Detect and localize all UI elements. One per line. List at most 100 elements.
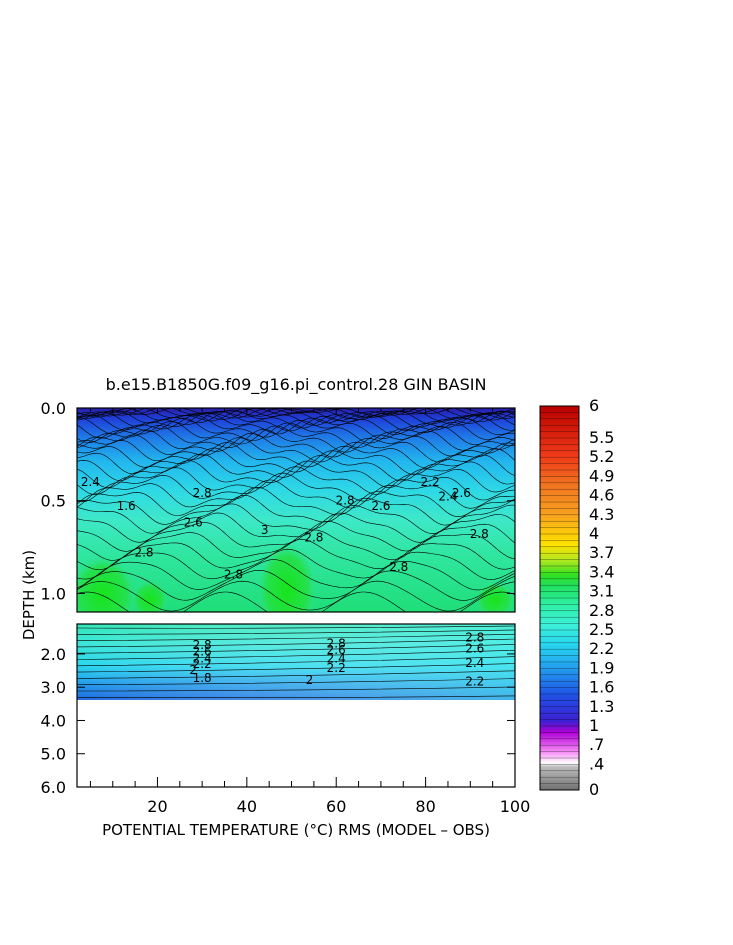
lower-contour-line <box>77 633 515 641</box>
lower-contour-label: 2.6 <box>193 645 212 659</box>
upper-contour-label: 2.8 <box>134 545 153 559</box>
axes-ticks <box>77 407 516 788</box>
upper-contour-label: 2.6 <box>452 486 471 500</box>
y-tick-label: 6.0 <box>41 778 66 797</box>
lower-panel-field <box>77 624 515 700</box>
y-tick-label: 1.0 <box>41 584 66 603</box>
upper-contour-line <box>77 408 515 419</box>
lower-contour-label: 2.4 <box>327 651 346 665</box>
x-tick-label: 80 <box>415 797 435 816</box>
upper-contour-line <box>77 421 515 444</box>
upper-contour-line <box>77 479 515 509</box>
upper-contour-line <box>77 569 515 601</box>
y-tick-label: 0.5 <box>41 492 66 511</box>
y-tick-label: 4.0 <box>41 711 66 730</box>
upper-contour-line <box>77 408 515 424</box>
lower-contour-line <box>77 629 515 635</box>
x-tick-label: 20 <box>147 797 167 816</box>
x-tick-label: 40 <box>237 797 257 816</box>
colorbar-label: 5.5 <box>589 428 614 447</box>
x-tick-label: 60 <box>326 797 346 816</box>
upper-contour-label: 2.8 <box>470 527 489 541</box>
contour-labels: 2.82.62.82.832.82.8 2.62.82.42.22.81.62.4… <box>81 475 489 689</box>
lower-contour-line <box>77 650 515 660</box>
colorbar-label: 5.2 <box>589 447 614 466</box>
colorbar-label: 4.9 <box>589 466 614 485</box>
upper-contour-line <box>77 580 515 612</box>
upper-contour-label: 3 <box>261 523 269 537</box>
colorbar-label: .4 <box>589 754 604 773</box>
upper-contour-label: 2.6 <box>184 516 203 530</box>
colorbar: 0 .4.711.31.61.92.22.52.83.13.43.744.34.6… <box>539 396 614 799</box>
upper-contour-line <box>77 410 515 429</box>
upper-contour-line <box>77 472 515 503</box>
colorbar-label: 4 <box>589 524 599 543</box>
lower-contour-label: 2.4 <box>193 651 212 665</box>
upper-contour-line <box>77 453 515 482</box>
upper-contour-label: 2.8 <box>224 568 243 582</box>
upper-contour-line <box>77 412 515 432</box>
colorbar-label: 0 <box>589 780 599 799</box>
colorbar-label: 1.6 <box>589 678 614 697</box>
upper-panel-field <box>77 408 515 612</box>
lower-contour-line <box>77 695 515 699</box>
lower-contour-label: 2.2 <box>327 661 346 675</box>
upper-contour-label: 2.8 <box>193 486 212 500</box>
upper-panel-frame <box>76 407 516 613</box>
upper-contour-line <box>77 447 515 475</box>
upper-contour-label: 2.8 <box>304 531 323 545</box>
lower-contour-label: 2.6 <box>465 641 484 655</box>
upper-contour-line <box>77 428 515 453</box>
upper-contour-label: 2.8 <box>389 560 408 574</box>
lower-contour-line <box>77 625 515 629</box>
colorbar-label: 3.4 <box>589 562 614 581</box>
lower-contour-label: 2 <box>189 663 197 677</box>
lower-contour-label: 2.4 <box>465 656 484 670</box>
lower-contour-label: 2 <box>306 673 314 687</box>
lower-contour-line <box>77 656 515 667</box>
lower-contour-line <box>77 663 515 673</box>
y-tick-label: 2.0 <box>41 645 66 664</box>
upper-contour-line <box>77 432 515 458</box>
y-tick-label: 0.0 <box>41 399 66 418</box>
lower-contour-label: 2.2 <box>465 675 484 689</box>
upper-contour-line <box>77 460 515 489</box>
lower-contour-label: 2.8 <box>465 630 484 644</box>
lower-contour-label: 2.2 <box>193 657 212 671</box>
upper-contour-line <box>77 425 515 448</box>
upper-contour-line <box>77 559 515 591</box>
upper-contour-line <box>77 529 515 561</box>
colorbar-label: 3.7 <box>589 543 614 562</box>
x-tick-label: 100 <box>500 797 531 816</box>
colorbar-label: 4.6 <box>589 486 614 505</box>
upper-contour-label: 2.6 <box>371 499 390 513</box>
upper-contour-line <box>77 538 515 571</box>
colorbar-label: 2.2 <box>589 639 614 658</box>
chart-title: b.e15.B1850G.f09_g16.pi_control.28 GIN B… <box>106 375 487 395</box>
y-tick-label: 5.0 <box>41 745 66 764</box>
upper-contour-label: 1.6 <box>117 499 136 513</box>
upper-contour-line <box>77 437 515 463</box>
lower-contour-label: 1.8 <box>193 671 212 685</box>
upper-contour-line <box>77 408 515 418</box>
lower-contour-label: 2.8 <box>327 636 346 650</box>
x-axis-label: POTENTIAL TEMPERATURE (°C) RMS (MODEL – … <box>102 821 490 839</box>
upper-contour-label: 2.4 <box>81 475 100 489</box>
upper-contour-line <box>77 486 515 518</box>
colorbar-label: 6 <box>589 396 599 415</box>
lower-contour-line <box>77 638 515 648</box>
colorbar-label: 1.9 <box>589 658 614 677</box>
upper-contour-line <box>77 415 515 435</box>
colorbar-label: .7 <box>589 735 604 754</box>
lower-contour-line <box>77 670 515 679</box>
upper-contour-lines <box>77 408 515 612</box>
lower-contour-label: 2.6 <box>327 643 346 657</box>
lower-contour-line <box>77 644 515 654</box>
lower-contour-line <box>77 686 515 692</box>
colorbar-label: 4.3 <box>589 505 614 524</box>
colorbar-label: 3.1 <box>589 582 614 601</box>
y-tick-label: 3.0 <box>41 678 66 697</box>
upper-contour-line <box>77 466 515 495</box>
upper-contour-line <box>77 494 515 526</box>
